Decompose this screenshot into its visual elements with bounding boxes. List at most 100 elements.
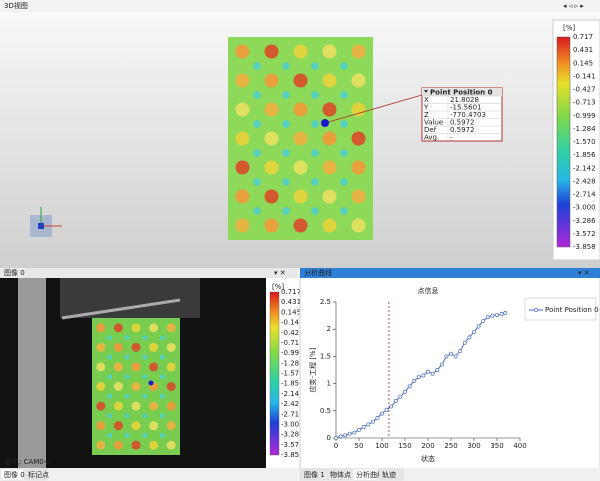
tab-bar — [0, 0, 600, 12]
data-point — [347, 431, 352, 436]
popup-value: 0.5972 — [450, 126, 475, 134]
strain-spot — [264, 160, 279, 175]
strain-spot — [142, 354, 148, 360]
strain-spot — [113, 342, 123, 352]
panel-title: 图像 0 — [4, 268, 25, 277]
strain-spot — [124, 393, 130, 399]
colorbar-label: 0.717 — [573, 33, 593, 41]
strain-spot — [293, 160, 308, 175]
tab-label[interactable]: 标记点 — [28, 470, 49, 479]
data-point — [338, 434, 343, 439]
popup-header — [422, 88, 502, 96]
tab-label[interactable]: 轨迹 — [382, 470, 396, 479]
panel-buttons[interactable]: ▾ ✕ — [274, 269, 286, 277]
popup-key: Avg. — [424, 133, 439, 141]
strain-spot — [264, 73, 279, 88]
camera-label: 相机: CAM0-0 — [5, 457, 51, 466]
strain-spot — [159, 413, 165, 419]
panel-buttons[interactable]: ▾ ✕ — [578, 269, 590, 277]
strain-spot — [351, 131, 366, 146]
strain-spot — [264, 102, 279, 117]
tab[interactable] — [326, 468, 352, 481]
data-point — [426, 369, 430, 374]
strain-spot — [166, 421, 176, 431]
strain-spot — [131, 382, 141, 391]
data-point — [393, 399, 398, 403]
strain-spot — [166, 382, 176, 391]
leader-line — [324, 94, 423, 124]
strain-spot — [264, 189, 279, 204]
tab-strip — [0, 468, 298, 481]
strain-spot — [142, 432, 148, 438]
strain-spot — [96, 342, 106, 352]
tabs: 图像 0 标记点 — [0, 468, 49, 481]
collapse-icon[interactable] — [424, 90, 428, 93]
y-tick-label: 1.5 — [320, 352, 331, 360]
colorbar-label: -3.286 — [573, 217, 596, 225]
strain-spot — [340, 62, 348, 70]
strain-spot — [124, 335, 130, 341]
strain-spot — [149, 362, 159, 372]
popup-value: -15.5601 — [450, 103, 481, 111]
strain-spot — [149, 440, 159, 450]
tab-label[interactable]: 图像 1 — [304, 470, 325, 479]
colorbar-label: -3.000 — [573, 204, 596, 212]
colorbar — [269, 291, 280, 456]
strain-spot — [159, 354, 165, 360]
strain-spot — [235, 131, 250, 146]
x-tick-label: 350 — [490, 442, 503, 450]
data-point — [439, 362, 444, 367]
nav-icons[interactable]: ◂ ◃ ▹ ▸ — [563, 2, 584, 10]
strain-spot — [96, 382, 106, 391]
colorbar — [556, 36, 571, 248]
colorbar-label: -3.572 — [573, 230, 596, 238]
data-point — [352, 430, 357, 435]
strain-spot — [311, 120, 319, 128]
data-point — [485, 315, 490, 320]
data-point — [421, 373, 426, 378]
tab[interactable] — [0, 468, 24, 481]
strain-spot — [322, 131, 337, 146]
data-point — [403, 389, 407, 394]
selected-point[interactable] — [321, 119, 329, 127]
tab-label[interactable]: 分析曲线 — [356, 470, 384, 479]
strain-spot — [235, 73, 250, 88]
strain-spot — [340, 91, 348, 99]
strain-spot — [124, 374, 130, 380]
axis-gizmo — [30, 207, 62, 237]
x-tick-label: 150 — [398, 442, 411, 450]
strain-spot — [282, 207, 290, 215]
strain-spot — [113, 362, 123, 372]
data-point — [449, 351, 453, 356]
tab[interactable] — [300, 468, 326, 481]
strain-spot — [96, 421, 106, 431]
data-point — [444, 354, 449, 359]
colorbar-label: -0.427 — [281, 329, 304, 337]
colorbar-label: -0.713 — [573, 99, 596, 107]
colorbar-label: -2.142 — [281, 390, 304, 398]
tab[interactable] — [378, 468, 404, 481]
colorbar-label: -3.858 — [281, 451, 304, 459]
data-point — [416, 375, 421, 380]
strain-spot — [131, 401, 141, 411]
strain-spot — [351, 73, 366, 88]
strain-spot — [235, 160, 250, 175]
strain-spot — [311, 91, 319, 99]
strain-spot — [311, 62, 319, 70]
colorbar-label: -0.427 — [573, 86, 596, 94]
strain-spot — [322, 218, 337, 233]
popup-key: Def — [424, 126, 437, 134]
selected-point[interactable] — [148, 380, 154, 386]
tab-label[interactable]: 图像 0 — [4, 470, 25, 479]
tab[interactable] — [352, 468, 378, 481]
strain-spot — [142, 393, 148, 399]
tab[interactable] — [24, 468, 48, 481]
tab-label[interactable]: 物体点 — [330, 470, 351, 479]
strain-spot — [311, 207, 319, 215]
data-point — [503, 310, 508, 315]
tab-title[interactable]: 3D视图 — [4, 1, 28, 10]
strain-spot — [166, 323, 176, 333]
strain-spot — [322, 44, 337, 59]
